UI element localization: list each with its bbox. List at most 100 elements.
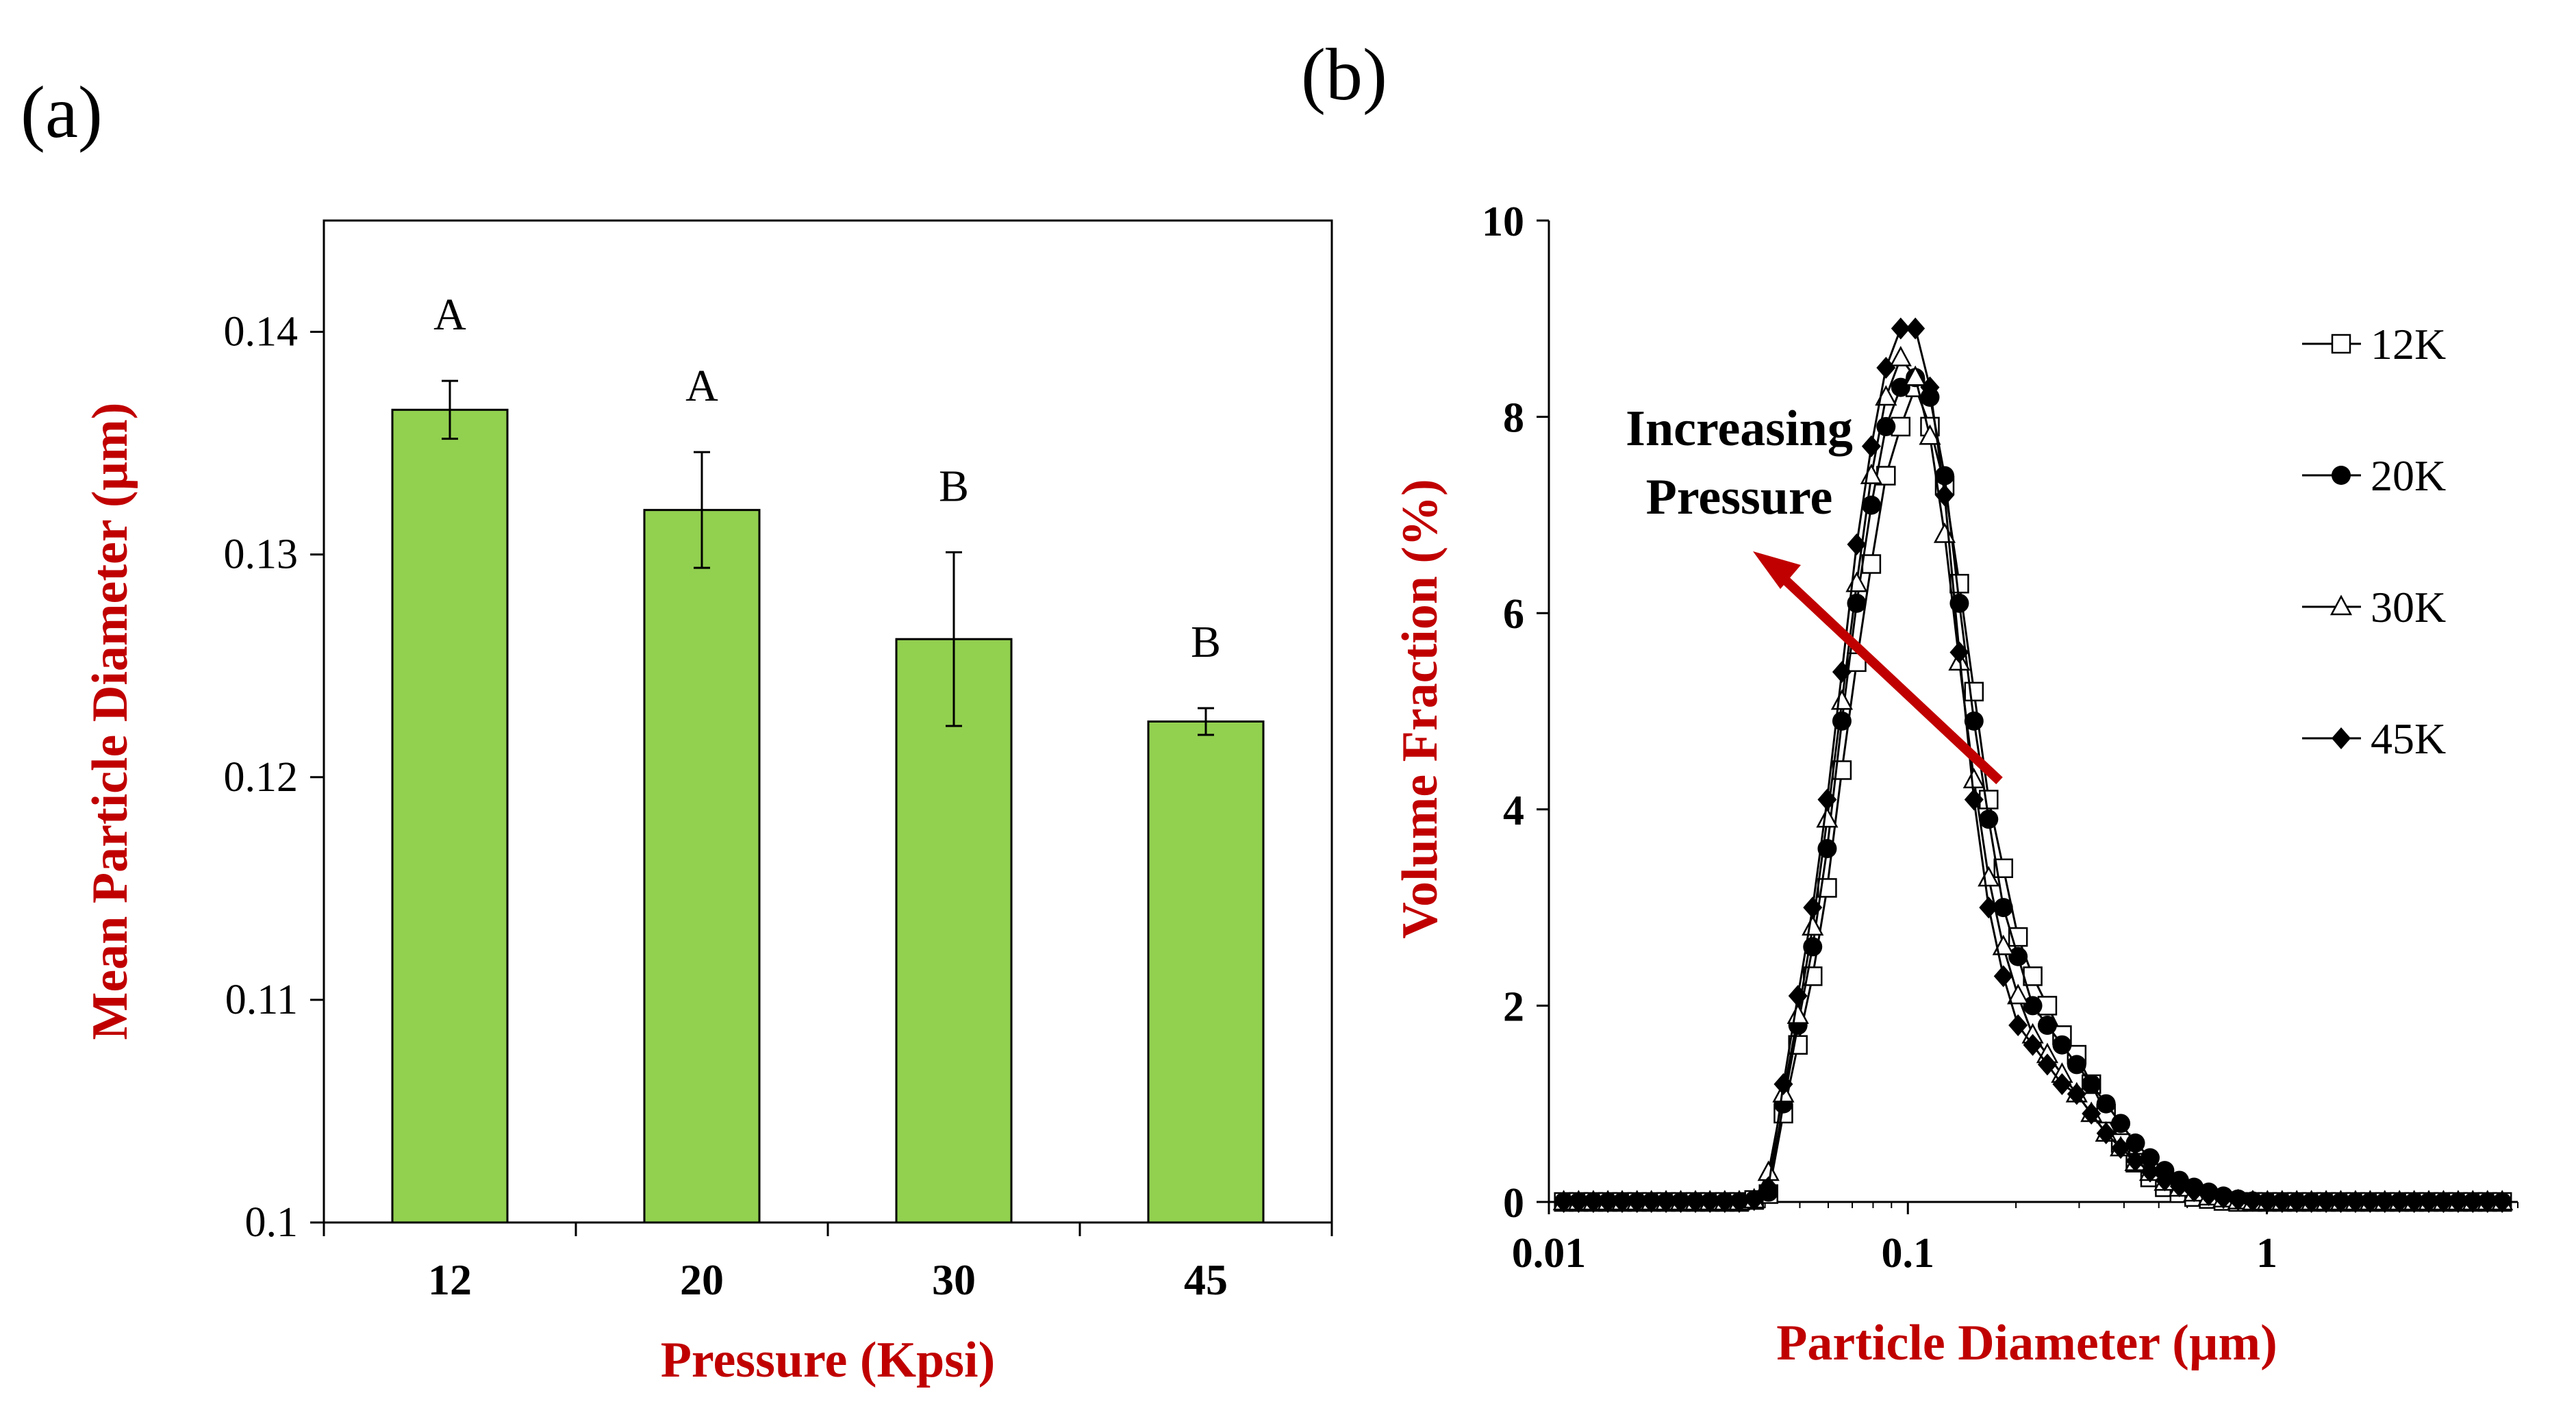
significance-letter: A: [433, 290, 466, 340]
marker-diamond: [2023, 1033, 2043, 1056]
marker-diamond: [1788, 985, 1808, 1007]
marker-diamond: [1583, 1191, 1603, 1213]
marker-circle: [1934, 466, 1954, 486]
marker-circle: [1964, 711, 1984, 731]
panel-label-a: (a): [21, 72, 103, 153]
legend: 12K 20K 30K 45K: [2302, 320, 2446, 763]
marker-diamond: [2463, 1191, 2483, 1213]
marker-diamond: [2360, 1191, 2380, 1213]
marker-diamond: [1817, 788, 1837, 811]
marker-diamond: [2082, 1103, 2101, 1125]
marker-diamond: [1729, 1191, 1749, 1213]
marker-triangle: [1919, 424, 1941, 445]
marker-triangle: [2329, 594, 2353, 616]
y-tick-label: 4: [1503, 788, 1524, 834]
x-category-label: 45: [1184, 1255, 1228, 1304]
marker-diamond: [1641, 1191, 1661, 1213]
annotation-arrow: [1777, 571, 2003, 785]
marker-diamond: [1891, 317, 1910, 340]
marker-circle: [2052, 1035, 2072, 1055]
y-tick-label: 0.14: [224, 309, 299, 355]
marker-diamond: [1949, 641, 1969, 664]
x-category-label: 30: [932, 1255, 976, 1304]
marker-square: [2008, 927, 2028, 947]
marker-diamond: [2331, 1191, 2351, 1213]
marker-circle: [2111, 1114, 2131, 1133]
marker-diamond: [1993, 965, 2013, 988]
marker-circle: [2096, 1094, 2116, 1114]
marker-diamond: [2390, 1191, 2410, 1213]
marker-diamond: [2111, 1137, 2131, 1159]
marker-diamond: [2140, 1160, 2160, 1183]
bars: A A B B: [391, 290, 1265, 1224]
y-axis-label-b: Volume Fraction (%): [1392, 479, 1448, 938]
marker-circle: [1979, 810, 1999, 829]
y-tick-label: 0: [1503, 1180, 1524, 1227]
marker-diamond: [1627, 1191, 1647, 1213]
marker-diamond: [1979, 896, 1999, 919]
marker-circle: [2023, 996, 2043, 1016]
marker-diamond: [2477, 1191, 2497, 1213]
significance-letter: B: [939, 461, 969, 511]
marker-diamond: [1934, 484, 1954, 507]
marker-square: [2331, 334, 2351, 354]
marker-circle: [2008, 946, 2028, 966]
marker-diamond: [1861, 435, 1881, 457]
marker-triangle: [1845, 571, 1868, 592]
y-tick-label: 0.13: [224, 531, 299, 578]
marker-diamond: [1686, 1191, 1706, 1213]
marker-circle: [1861, 495, 1881, 515]
annotation-line-1: Increasing: [1626, 401, 1853, 457]
bar-20: [643, 509, 761, 1224]
increasing-pressure-annotation: Increasing Pressure: [1626, 401, 2003, 785]
bar-12: [391, 408, 509, 1224]
y-tick-label: 2: [1503, 983, 1524, 1030]
marker-diamond: [2169, 1175, 2189, 1198]
marker-circle: [2140, 1148, 2160, 1168]
marker-square: [1861, 554, 1882, 574]
marker-diamond: [1715, 1191, 1734, 1213]
marker-diamond: [2345, 1191, 2365, 1213]
marker-diamond: [2375, 1191, 2395, 1213]
marker-diamond: [1598, 1191, 1618, 1213]
series-45K: [1554, 317, 2512, 1213]
annotation-line-2: Pressure: [1646, 469, 1833, 525]
x-axis-label-b: Particle Diameter (µm): [1776, 1315, 2277, 1371]
marker-circle: [1847, 593, 1867, 613]
y-axis-ticks-a: 0.1 0.11 0.12 0.13 0.14: [224, 309, 324, 1246]
marker-triangle: [2007, 983, 2030, 1005]
marker-diamond: [2448, 1191, 2468, 1213]
marker-diamond: [1906, 317, 1925, 340]
y-tick-label: 0.11: [225, 977, 298, 1023]
marker-diamond: [2332, 727, 2351, 749]
marker-diamond: [2214, 1187, 2234, 1209]
marker-diamond: [1744, 1189, 1764, 1212]
marker-triangle: [1889, 345, 1912, 366]
marker-diamond: [2258, 1191, 2277, 1213]
legend-label: 30K: [2371, 583, 2446, 631]
marker-diamond: [2008, 1014, 2028, 1037]
y-tick-label: 8: [1503, 395, 1524, 442]
panel-label-b: (b): [1301, 34, 1387, 116]
marker-diamond: [1773, 1073, 1793, 1096]
marker-triangle: [1830, 689, 1854, 710]
y-tick-label: 6: [1503, 591, 1524, 638]
axes-b: 0 2 4 6 8 10 0.01 0.1 1: [1482, 199, 2518, 1277]
x-tick-label: 1: [2256, 1230, 2277, 1277]
marker-triangle: [1962, 768, 1985, 789]
marker-triangle: [1904, 365, 1927, 386]
x-axis-label-a: Pressure (Kpsi): [661, 1332, 996, 1388]
marker-circle: [2067, 1055, 2086, 1075]
y-tick-label: 10: [1482, 199, 1524, 245]
marker-diamond: [2316, 1191, 2336, 1213]
bar-chart-panel-a: 0.1 0.11 0.12 0.13 0.14 A A B B 12 20 30 45 Pressu…: [82, 219, 1333, 1388]
marker-triangle: [1802, 915, 1824, 936]
marker-circle: [2082, 1075, 2101, 1094]
marker-diamond: [1832, 661, 1852, 684]
legend-label: 12K: [2371, 320, 2446, 368]
marker-circle: [2125, 1133, 2145, 1153]
marker-diamond: [1758, 1176, 1778, 1199]
bar-45: [1147, 720, 1265, 1224]
series-line: [1563, 327, 2503, 1203]
